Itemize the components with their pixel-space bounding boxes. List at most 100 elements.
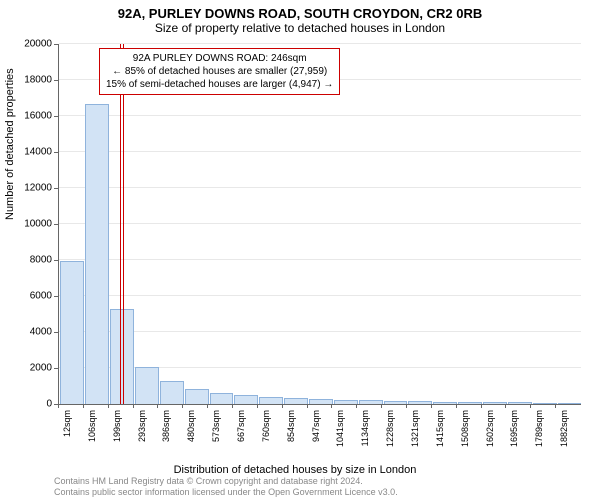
x-tick-mark	[232, 404, 233, 408]
chart-container: 92A, PURLEY DOWNS ROAD, SOUTH CROYDON, C…	[0, 0, 600, 500]
x-tick-mark	[108, 404, 109, 408]
gridline	[59, 223, 581, 224]
histogram-bar	[135, 367, 159, 404]
x-tick-label: 480sqm	[186, 410, 196, 458]
x-tick-label: 1041sqm	[335, 410, 345, 458]
x-tick-mark	[207, 404, 208, 408]
y-tick-mark	[54, 44, 58, 45]
x-tick-mark	[331, 404, 332, 408]
x-tick-mark	[282, 404, 283, 408]
x-axis-label: Distribution of detached houses by size …	[0, 464, 590, 476]
x-tick-mark	[530, 404, 531, 408]
y-tick-label: 2000	[12, 363, 52, 374]
x-tick-mark	[406, 404, 407, 408]
x-tick-label: 760sqm	[261, 410, 271, 458]
histogram-bar	[160, 381, 184, 404]
x-tick-label: 1882sqm	[559, 410, 569, 458]
y-tick-mark	[54, 188, 58, 189]
x-tick-label: 106sqm	[87, 410, 97, 458]
x-tick-label: 386sqm	[161, 410, 171, 458]
y-tick-mark	[54, 116, 58, 117]
histogram-bar	[384, 401, 408, 404]
y-tick-label: 16000	[12, 111, 52, 122]
footer-attribution: Contains HM Land Registry data © Crown c…	[54, 476, 398, 498]
y-tick-label: 18000	[12, 75, 52, 86]
x-tick-mark	[555, 404, 556, 408]
histogram-bar	[334, 400, 358, 404]
histogram-bar	[284, 398, 308, 404]
x-tick-label: 1228sqm	[385, 410, 395, 458]
histogram-bar	[259, 397, 283, 404]
y-tick-mark	[54, 152, 58, 153]
gridline	[59, 331, 581, 332]
y-tick-label: 6000	[12, 291, 52, 302]
histogram-bar	[185, 389, 209, 404]
y-tick-mark	[54, 80, 58, 81]
x-tick-mark	[58, 404, 59, 408]
x-tick-label: 1508sqm	[460, 410, 470, 458]
histogram-bar	[408, 401, 432, 404]
histogram-bar	[433, 402, 457, 404]
annotation-box: 92A PURLEY DOWNS ROAD: 246sqm ← 85% of d…	[99, 48, 340, 95]
x-tick-label: 12sqm	[62, 410, 72, 458]
x-tick-mark	[307, 404, 308, 408]
x-tick-label: 1321sqm	[410, 410, 420, 458]
x-tick-label: 1602sqm	[485, 410, 495, 458]
x-tick-mark	[381, 404, 382, 408]
y-tick-mark	[54, 260, 58, 261]
gridline	[59, 187, 581, 188]
y-tick-mark	[54, 296, 58, 297]
x-tick-label: 199sqm	[112, 410, 122, 458]
footer-line: Contains public sector information licen…	[54, 487, 398, 498]
histogram-bar	[483, 402, 507, 404]
highlight-line	[123, 44, 124, 404]
x-tick-label: 667sqm	[236, 410, 246, 458]
x-tick-label: 293sqm	[137, 410, 147, 458]
gridline	[59, 295, 581, 296]
x-tick-label: 1134sqm	[360, 410, 370, 458]
x-tick-mark	[257, 404, 258, 408]
histogram-bar	[110, 309, 134, 404]
histogram-bar	[85, 104, 109, 404]
gridline	[59, 259, 581, 260]
y-tick-mark	[54, 224, 58, 225]
histogram-bar	[508, 402, 532, 404]
x-tick-mark	[505, 404, 506, 408]
histogram-bar	[60, 261, 84, 404]
chart-subtitle: Size of property relative to detached ho…	[0, 21, 600, 37]
x-tick-label: 1415sqm	[435, 410, 445, 458]
x-tick-mark	[182, 404, 183, 408]
y-tick-label: 20000	[12, 39, 52, 50]
y-tick-label: 10000	[12, 219, 52, 230]
y-tick-label: 12000	[12, 183, 52, 194]
x-tick-mark	[456, 404, 457, 408]
y-tick-mark	[54, 368, 58, 369]
x-tick-label: 1695sqm	[509, 410, 519, 458]
annotation-line: ← 85% of detached houses are smaller (27…	[106, 65, 333, 78]
annotation-line: 15% of semi-detached houses are larger (…	[106, 78, 333, 91]
x-tick-label: 1789sqm	[534, 410, 544, 458]
x-tick-mark	[157, 404, 158, 408]
x-tick-mark	[356, 404, 357, 408]
gridline	[59, 43, 581, 44]
histogram-bar	[359, 400, 383, 404]
y-tick-label: 8000	[12, 255, 52, 266]
x-tick-mark	[133, 404, 134, 408]
gridline	[59, 151, 581, 152]
histogram-bar	[558, 403, 582, 404]
x-tick-mark	[481, 404, 482, 408]
histogram-bar	[309, 399, 333, 404]
y-tick-label: 4000	[12, 327, 52, 338]
histogram-bar	[234, 395, 258, 404]
x-tick-mark	[431, 404, 432, 408]
gridline	[59, 115, 581, 116]
plot-area: 92A PURLEY DOWNS ROAD: 246sqm ← 85% of d…	[58, 44, 581, 405]
histogram-bar	[210, 393, 234, 404]
x-tick-mark	[83, 404, 84, 408]
y-tick-label: 14000	[12, 147, 52, 158]
y-axis-label: Number of detached properties	[4, 68, 16, 220]
x-tick-label: 947sqm	[311, 410, 321, 458]
y-tick-label: 0	[12, 399, 52, 410]
y-tick-mark	[54, 332, 58, 333]
x-tick-label: 573sqm	[211, 410, 221, 458]
